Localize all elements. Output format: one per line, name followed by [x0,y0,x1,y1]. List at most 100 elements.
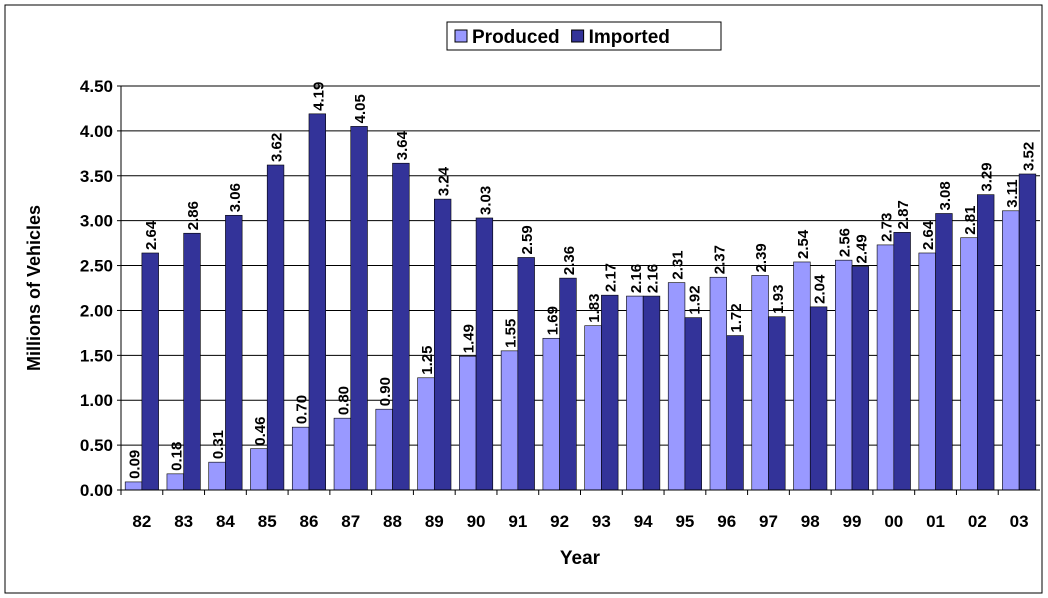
data-label: 3.52 [1020,142,1037,171]
x-tick-label: 95 [675,512,694,531]
bar [835,259,853,491]
data-label: 2.64 [143,220,160,250]
x-axis-label: Year [560,548,601,569]
x-tick-label: 84 [216,512,235,531]
x-tick-label: 88 [383,512,402,531]
bar [559,277,577,491]
x-tick-label: 90 [467,512,486,531]
bar [433,198,452,491]
data-label: 3.29 [979,162,996,191]
data-label: 1.92 [686,285,703,314]
bar [601,294,619,491]
bar [333,417,352,491]
bar [517,257,535,491]
legend-swatch [571,29,585,43]
bar [308,113,326,491]
bar [183,232,201,491]
legend-label: Produced [472,27,560,48]
y-axis-label: Millions of Vehicles [24,205,44,371]
bar [851,266,870,491]
x-tick-label: 86 [300,512,319,531]
y-tick-label: 1.00 [80,391,113,410]
bar [809,306,828,491]
bar [918,252,936,491]
bar [208,461,226,491]
data-label: 3.62 [269,133,286,162]
x-tick-label: 92 [550,512,569,531]
x-tick-label: 01 [926,512,945,531]
x-tick-label: 98 [801,512,820,531]
data-label: 1.49 [461,324,478,353]
y-tick-label: 4.50 [80,77,113,96]
y-tick-label: 4.00 [80,122,113,141]
bar [392,162,410,491]
bar [475,217,494,491]
data-label: 2.87 [895,200,912,229]
data-label: 4.05 [352,94,369,123]
bar [751,275,769,491]
data-label: 3.11 [1004,179,1021,207]
data-label: 1.72 [728,303,745,332]
bar [893,232,911,491]
y-tick-label: 0.50 [80,436,113,455]
y-tick-label: 2.50 [80,257,113,276]
data-label: 2.04 [812,274,829,304]
data-label: 3.08 [937,181,954,210]
data-label: 1.93 [770,285,787,314]
data-label: 2.37 [711,245,728,274]
bar [1018,173,1037,491]
bar [642,295,661,491]
bar [266,164,285,491]
bar [768,316,786,491]
data-label: 2.39 [753,243,770,272]
legend-label: Imported [589,27,670,48]
data-label: 0.80 [335,386,352,415]
x-tick-label: 97 [759,512,778,531]
legend-swatch [454,29,468,43]
x-tick-label: 00 [884,512,903,531]
data-label: 2.16 [645,264,662,293]
data-label: 0.90 [377,377,394,406]
x-tick-label: 99 [843,512,862,531]
data-label: 1.55 [502,319,519,348]
x-tick-label: 87 [341,512,360,531]
data-label: 0.31 [210,430,227,459]
bar [542,337,560,491]
x-tick-label: 96 [717,512,736,531]
data-label: 2.36 [561,246,578,275]
data-label: 2.73 [878,213,895,242]
bar [350,126,368,491]
bar [124,481,143,491]
x-tick-label: 94 [634,512,653,531]
y-tick-label: 1.50 [80,346,113,365]
data-label: 4.19 [310,82,327,111]
data-label: 3.06 [227,183,244,212]
x-tick-label: 93 [592,512,611,531]
bar [417,377,435,491]
data-label: 2.59 [519,225,536,254]
data-label: 2.56 [837,228,854,257]
bar [291,426,310,491]
data-label: 2.81 [962,206,979,235]
y-tick-label: 3.00 [80,212,113,231]
data-label: 2.54 [795,229,812,259]
bar [667,282,686,491]
x-tick-label: 91 [508,512,527,531]
data-label: 3.64 [394,130,411,160]
y-tick-label: 2.00 [80,301,113,320]
bar [935,213,953,491]
bar [1002,210,1020,491]
data-label: 2.64 [920,220,937,250]
bar [876,244,895,491]
data-label: 0.09 [127,450,144,479]
data-label: 1.69 [544,306,561,335]
bar [141,252,159,491]
bar [726,335,744,491]
y-tick-label: 3.50 [80,167,113,186]
x-tick-label: 85 [258,512,277,531]
data-label: 2.16 [628,264,645,293]
data-label: 3.03 [477,186,494,215]
bar [626,295,644,491]
data-label: 1.25 [419,346,436,375]
